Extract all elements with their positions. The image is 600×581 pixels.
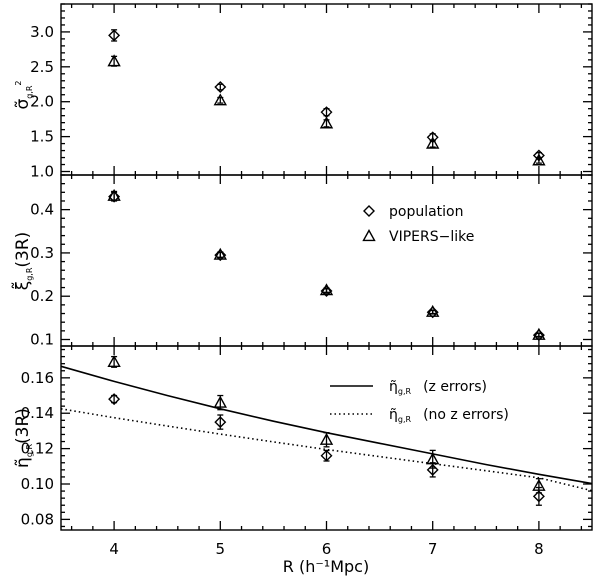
eta-vipers-like-point [319, 432, 334, 445]
xi-ytick-label: 0.4 [30, 201, 54, 219]
eta-ytick-label: 0.14 [21, 404, 54, 422]
panel-xi-ylabel: ξ̃g,R(3R) [11, 232, 34, 291]
panel-eta-legend: η̃g,R (z errors) η̃g,R (no z errors) [330, 379, 509, 424]
legend-z-errors-sub: g,R [398, 387, 412, 396]
x-tick-label: 6 [322, 540, 332, 558]
eta-vipers-like-point [213, 395, 227, 408]
x-axis-label: R (h⁻¹Mpc) [283, 557, 369, 576]
panel-eta-ylabel-sub: g,R [25, 444, 34, 458]
x-tick-label: 5 [216, 540, 226, 558]
sigma-vipers-like-point [426, 136, 440, 149]
eta-population-point [426, 463, 439, 476]
legend-z-errors-symbol: η̃ [389, 379, 398, 395]
legend-marker-population [363, 205, 375, 217]
eta-vipers-like-point [426, 452, 440, 465]
eta-ytick-label: 0.16 [21, 369, 54, 387]
sigma-ytick-label: 2.5 [30, 58, 54, 76]
panel-sigma-ylabel-sup: 2 [14, 80, 23, 85]
sigma-vipers-like-point [107, 54, 121, 67]
legend-marker-vipers-like [362, 229, 376, 242]
eta-population-point [108, 393, 121, 406]
svg-text:σ̃g,R2: σ̃g,R2 [13, 80, 34, 109]
x-tick-label: 7 [428, 540, 438, 558]
panel-eta-ylabel: η̃g,R(3R) [13, 408, 34, 468]
sigma-vipers-like-point [319, 116, 334, 129]
panel-xi-ylabel-symbol: ξ̃ [11, 281, 33, 290]
svg-text:η̃g,R(3R): η̃g,R(3R) [13, 408, 34, 468]
xi-population-point [532, 329, 545, 342]
legend-triangle-icon [362, 229, 376, 242]
panel-sigma: σ̃g,R2 1.0 1.5 2.0 2.5 3.0 [13, 3, 593, 181]
panel-sigma-ylabel-symbol: σ̃ [13, 99, 33, 110]
svg-text:ξ̃g,R(3R): ξ̃g,R(3R) [11, 232, 34, 291]
x-tick-label: 4 [109, 540, 119, 558]
eta-vipers-like-point [532, 478, 546, 491]
legend-label-no-z-errors: η̃g,R (no z errors) [389, 407, 509, 424]
xi-population-point [214, 249, 227, 262]
eta-ytick-label: 0.12 [21, 440, 54, 458]
sigma-ytick-label: 1.0 [30, 163, 54, 181]
legend-no-z-errors-symbol: η̃ [389, 407, 398, 423]
xi-vipers-like-point [426, 304, 440, 317]
legend-label-z-errors: η̃g,R (z errors) [389, 379, 487, 396]
panel-xi: ξ̃g,R(3R) population VIPERS−like 0.1 0.2 0… [11, 174, 593, 349]
sigma-vipers-like-point [532, 153, 546, 166]
eta-ytick-label: 0.08 [21, 510, 54, 528]
legend-label-population: population [389, 204, 464, 220]
eta-ytick-label: 0.10 [21, 475, 54, 493]
panel-xi-legend: population VIPERS−like [362, 204, 474, 245]
panel-xi-frame [60, 174, 593, 347]
panel-eta-ylabel-arg: (3R) [13, 408, 33, 444]
eta-population-point [320, 449, 333, 462]
x-tick-label: 8 [534, 540, 544, 558]
xi-vipers-like-point [532, 327, 546, 340]
eta-population-point [532, 490, 545, 503]
sigma-ytick-label: 1.5 [30, 128, 54, 146]
xi-population-point [426, 306, 439, 319]
panel-sigma-ylabel: σ̃g,R2 [13, 80, 34, 109]
legend-z-errors-text: (z errors) [423, 379, 487, 395]
xi-vipers-like-point [213, 247, 227, 260]
legend-no-z-errors-text: (no z errors) [423, 407, 509, 423]
xi-ytick-label: 0.3 [30, 244, 54, 262]
panel-eta-ylabel-symbol: η̃ [13, 457, 33, 468]
panel-sigma-frame [60, 3, 593, 176]
sigma-ytick-label: 3.0 [30, 23, 54, 41]
panel-sigma-ylabel-sub: g,R [25, 85, 34, 99]
xi-vipers-like-point [107, 188, 121, 201]
xi-ytick-label: 0.2 [30, 287, 54, 305]
xi-ytick-label: 0.1 [30, 331, 54, 349]
xi-vipers-like-point [319, 283, 334, 296]
sigma-ytick-label: 2.0 [30, 93, 54, 111]
legend-no-z-errors-sub: g,R [398, 415, 412, 424]
panel-xi-ylabel-sub: g,R [25, 267, 34, 281]
panel-eta: η̃g,R(3R) η̃g,R (z errors) η̃g,R (no z err… [13, 345, 593, 576]
sigma-population-point [108, 29, 121, 42]
eta-population-point [214, 416, 227, 429]
sigma-population-point [214, 81, 227, 94]
eta-vipers-like-point [107, 354, 121, 368]
legend-diamond-icon [363, 205, 375, 217]
curve-z-errors [60, 365, 593, 485]
sigma-vipers-like-point [213, 93, 227, 106]
panel-xi-ylabel-arg: (3R) [13, 232, 33, 268]
legend-label-vipers-like: VIPERS−like [389, 229, 474, 245]
